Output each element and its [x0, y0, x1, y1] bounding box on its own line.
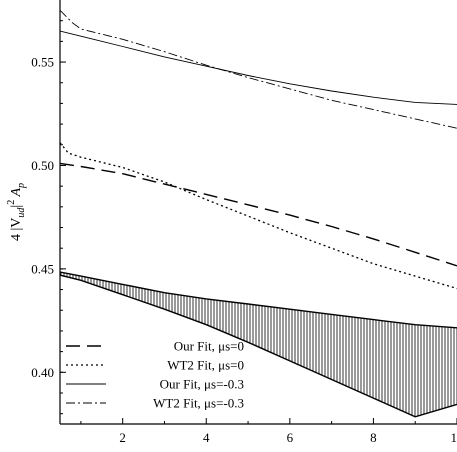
series-line-2: [60, 142, 457, 290]
series-line-3: [60, 30, 457, 105]
legend-label-3: Our Fit, μs=-0.3: [160, 377, 244, 392]
plot-axes: [59, 0, 457, 425]
x-tick-label: 8: [370, 430, 377, 445]
legend: Our Fit, μs=0 WT2 Fit, μs=0 Our Fit, μs=-0…: [66, 339, 244, 411]
series-lines: [60, 9, 457, 290]
ylabel-sup: 2: [6, 200, 17, 205]
y-ticks: 0.40 0.45 0.50 0.55: [31, 20, 66, 415]
x-tick-label: 10: [451, 430, 457, 445]
ylabel-suffix: A: [9, 188, 24, 200]
y-tick-label: 0.40: [31, 365, 54, 380]
x-tick-label: 2: [119, 430, 126, 445]
x-ticks: 2 4 6 8 10: [80, 418, 457, 445]
ylabel-mid: |: [9, 205, 24, 208]
y-tick-label: 0.55: [31, 55, 54, 70]
legend-label-4: WT2 Fit, μs=-0.3: [153, 396, 244, 411]
y-tick-label: 0.50: [31, 158, 54, 173]
ylabel-prefix: 4 |V: [9, 218, 24, 241]
band-lower-edge: [60, 274, 457, 418]
ylabel-sub: ud: [16, 207, 27, 218]
x-tick-label: 6: [287, 430, 294, 445]
legend-label-1: Our Fit, μs=0: [174, 339, 244, 354]
series-line-4: [60, 9, 457, 129]
y-tick-label: 0.45: [31, 261, 54, 276]
x-tick-label: 4: [203, 430, 210, 445]
ylabel-sub2: p: [16, 183, 27, 189]
uncertainty-band: [60, 271, 457, 418]
y-axis-title: 4 |Vud|2 Ap: [6, 183, 27, 241]
legend-label-2: WT2 Fit, μs=0: [167, 358, 244, 373]
band-upper-edge: [60, 271, 457, 329]
series-line-1: [60, 162, 457, 267]
band-fill: [60, 272, 457, 417]
